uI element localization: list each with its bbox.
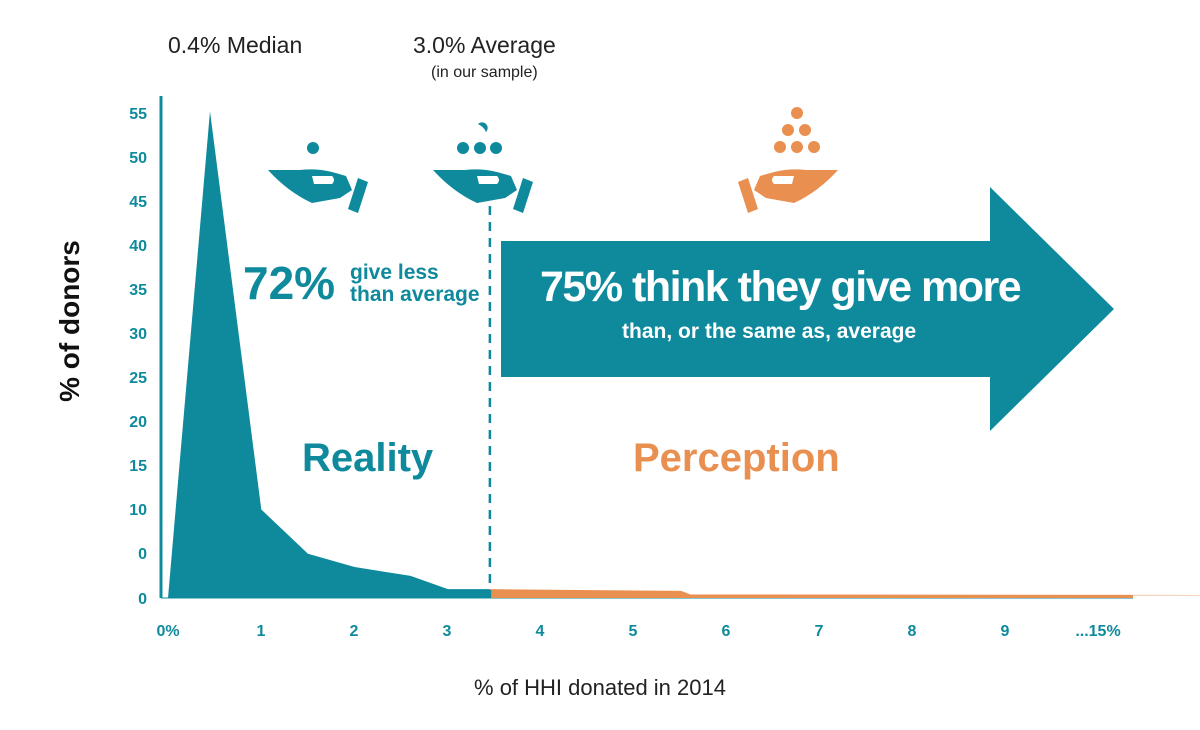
- x-tick-label: 4: [536, 623, 545, 640]
- y-tick-label: 40: [129, 238, 147, 255]
- left-caption: give less than average: [350, 261, 480, 306]
- x-tick-label: 3: [443, 623, 452, 640]
- x-tick-label: 0%: [156, 623, 179, 640]
- series-area-reality: [168, 111, 490, 598]
- x-tick-label: 7: [815, 623, 824, 640]
- y-tick-label: 25: [129, 370, 147, 387]
- arrow-subline: than, or the same as, average: [622, 320, 917, 343]
- y-axis-title: % of donors: [54, 240, 85, 402]
- average-annotation: 3.0% Average: [413, 32, 556, 58]
- arrow-headline: 75% think they give more: [540, 263, 1022, 311]
- x-tick-label: 6: [722, 623, 731, 640]
- perception-label: Perception: [633, 436, 840, 480]
- x-tick-label: 5: [629, 623, 638, 640]
- hand-one-coin-icon: [268, 142, 368, 213]
- median-annotation: 0.4% Median: [168, 32, 303, 58]
- y-tick-label: 20: [129, 414, 147, 431]
- x-tick-label: ...15%: [1075, 623, 1120, 640]
- x-tick-label: 2: [350, 623, 359, 640]
- x-tick-label: 8: [908, 623, 917, 640]
- y-tick-label: 55: [129, 106, 147, 123]
- y-tick-label: 0: [138, 591, 147, 608]
- left-percentage: 72%: [243, 257, 336, 309]
- y-tick-label: 45: [129, 194, 147, 211]
- y-tick-label: 35: [129, 282, 147, 299]
- reality-label: Reality: [302, 436, 434, 480]
- average-subannotation: (in our sample): [431, 64, 538, 81]
- x-tick-label: 9: [1001, 623, 1010, 640]
- y-tick-label: 50: [129, 150, 147, 167]
- y-tick-label: 10: [129, 502, 147, 519]
- perception-arrow: [501, 187, 1114, 431]
- x-axis-title: % of HHI donated in 2014: [474, 675, 726, 700]
- series-area-perception: [489, 589, 1200, 598]
- y-tick-label: 0: [138, 546, 147, 563]
- hand-coin-pyramid-icon: [738, 107, 838, 213]
- y-tick-label: 30: [129, 326, 147, 343]
- hand-three-coins-icon: [433, 122, 533, 213]
- y-tick-label: 15: [129, 458, 147, 475]
- x-tick-label: 1: [257, 623, 266, 640]
